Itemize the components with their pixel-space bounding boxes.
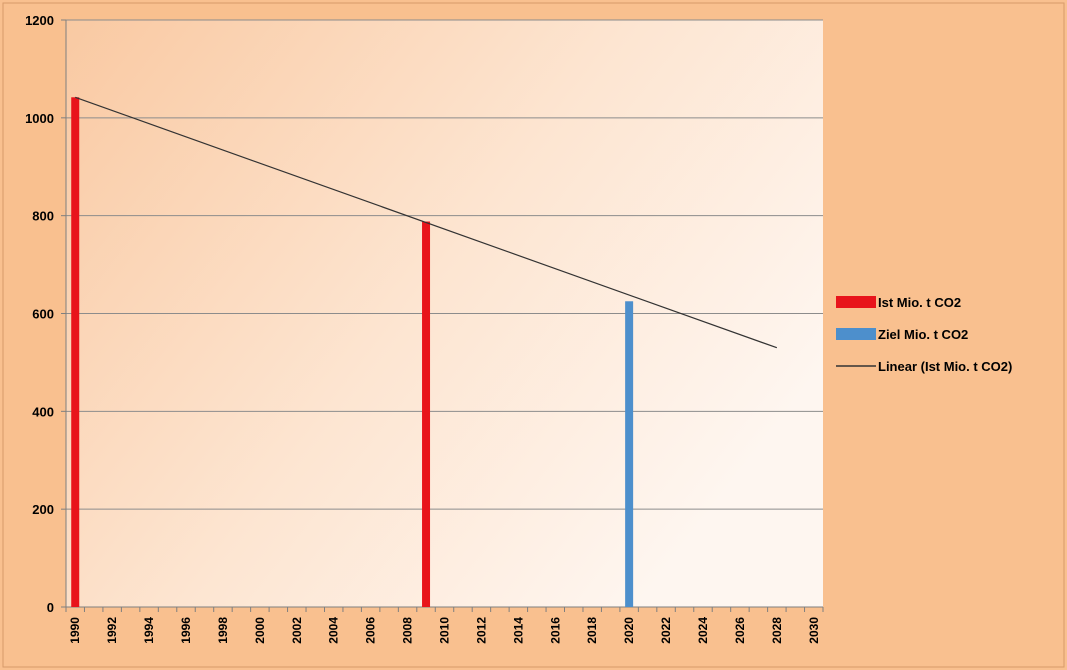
trend-line (75, 96, 778, 349)
x-tick-label: 2002 (290, 617, 304, 644)
x-tick-label: 2010 (438, 617, 452, 644)
legend: Ist Mio. t CO2 Ziel Mio. t CO2 Linear (Ist… (836, 295, 1012, 374)
y-tick-label: 1000 (25, 111, 54, 126)
x-tick-label: 2000 (253, 617, 267, 644)
x-tick-label: 2016 (548, 617, 562, 644)
legend-swatch (836, 296, 876, 308)
y-tick-label: 800 (32, 209, 54, 224)
y-tick-label: 1200 (25, 13, 54, 28)
y-tick-label: 400 (32, 404, 54, 419)
legend-swatch (836, 328, 876, 340)
x-tick-label: 2014 (511, 617, 525, 644)
x-tick-label: 2026 (733, 617, 747, 644)
y-tick-label: 600 (32, 307, 54, 322)
axes (61, 19, 824, 612)
x-tick-label: 2020 (622, 617, 636, 644)
bars (71, 97, 634, 607)
gridlines (66, 19, 823, 510)
x-tick-label: 1990 (68, 617, 82, 644)
y-tick-label: 0 (47, 600, 54, 615)
x-tick-label: 2028 (770, 617, 784, 644)
legend-label: Linear (Ist Mio. t CO2) (878, 359, 1012, 374)
x-tick-label: 2030 (807, 617, 821, 644)
y-axis-ticks: 0 200 400 600 800 1000 1200 (25, 13, 54, 615)
x-tick-label: 2008 (401, 617, 415, 644)
bar (71, 97, 80, 607)
x-tick-label: 1992 (105, 617, 119, 644)
x-tick-label: 2022 (659, 617, 673, 644)
bar (625, 301, 634, 607)
x-tick-label: 2018 (585, 617, 599, 644)
x-tick-label: 2024 (696, 617, 710, 644)
x-axis-ticks: 1990 1992 1994 1996 1998 2000 2002 2004 2006 2008… (68, 617, 821, 644)
x-tick-label: 2012 (474, 617, 488, 644)
legend-label: Ist Mio. t CO2 (878, 295, 961, 310)
x-tick-label: 2004 (327, 617, 341, 644)
bar (422, 221, 431, 607)
legend-label: Ziel Mio. t CO2 (878, 327, 968, 342)
trendline (75, 96, 778, 349)
y-tick-label: 200 (32, 502, 54, 517)
x-tick-label: 1996 (179, 617, 193, 644)
x-tick-label: 1998 (216, 617, 230, 644)
x-tick-label: 2006 (364, 617, 378, 644)
x-tick-label: 1994 (142, 617, 156, 644)
